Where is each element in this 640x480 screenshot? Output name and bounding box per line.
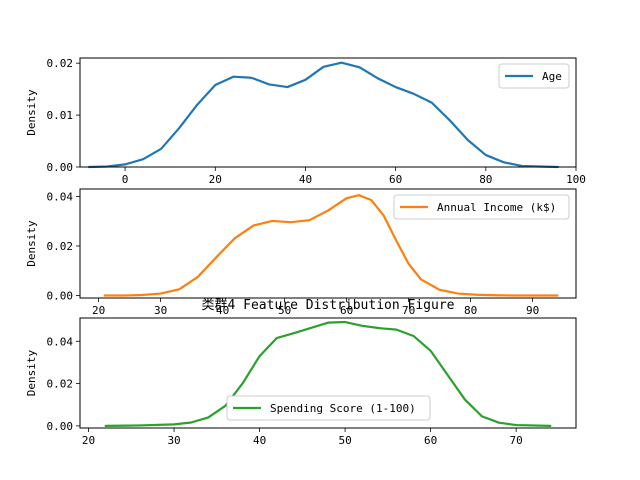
x-tick-label: 20 xyxy=(92,304,105,317)
subplot-1: 0 20 40 60 80 100 0.00 0.01 0.02 Density Age xyxy=(25,57,586,186)
x-tick-label: 60 xyxy=(340,304,353,317)
x-tick-label: 40 xyxy=(253,434,266,447)
series-line-1-1 xyxy=(87,61,560,169)
x-tick-label: 50 xyxy=(278,304,291,317)
y-axis-label: Density xyxy=(25,220,38,267)
legend-1: Age xyxy=(498,63,570,89)
y-tick-label: 0.00 xyxy=(47,290,74,303)
series-line-2-1 xyxy=(103,194,559,297)
x-tick-label: 90 xyxy=(526,304,539,317)
x-tick-label: 70 xyxy=(510,434,523,447)
legend-label: Spending Score (1-100) xyxy=(270,402,416,415)
x-tick-label: 100 xyxy=(566,173,586,186)
y-tick-label: 0.01 xyxy=(47,109,74,122)
plot-frame-3 xyxy=(79,317,577,429)
y-tick-label: 0.02 xyxy=(47,57,74,70)
chart-title: 类群4 Feature Distribution Figure xyxy=(202,298,455,313)
x-tick-label: 20 xyxy=(82,434,95,447)
legend-3: Spending Score (1-100) xyxy=(226,395,431,421)
y-tick-label: 0.04 xyxy=(47,335,74,348)
x-tick-label: 40 xyxy=(299,173,312,186)
legend-label: Age xyxy=(542,70,562,83)
x-tick-label: 50 xyxy=(338,434,351,447)
subplot-2: 20 30 40 50 60 70 80 90 0.00 0.02 0.04 Density Annua… xyxy=(25,188,577,317)
legend-box xyxy=(226,395,431,421)
legend-2: Annual Income (k$) xyxy=(393,194,570,220)
y-tick-label: 0.02 xyxy=(47,240,74,253)
legend-label: Annual Income (k$) xyxy=(437,201,556,214)
subplot-3: 20 30 40 50 60 70 0.00 0.02 0.04 Density Spending … xyxy=(25,317,577,447)
x-tick-label: 20 xyxy=(209,173,222,186)
y-tick-label: 0.00 xyxy=(47,420,74,433)
y-axis-label: Density xyxy=(25,349,38,396)
plot-frame-1 xyxy=(79,57,577,168)
y-tick-label: 0.04 xyxy=(47,190,74,203)
x-tick-label: 30 xyxy=(154,304,167,317)
x-tick-label: 60 xyxy=(389,173,402,186)
plot-frame-2 xyxy=(79,188,577,299)
x-tick-label: 80 xyxy=(479,173,492,186)
y-tick-label: 0.02 xyxy=(47,378,74,391)
legend-box xyxy=(393,194,570,220)
x-tick-label: 40 xyxy=(216,304,229,317)
y-axis-label: Density xyxy=(25,89,38,136)
x-tick-label: 70 xyxy=(402,304,415,317)
legend-box xyxy=(498,63,570,89)
series-line-3-1 xyxy=(104,320,552,427)
x-tick-label: 80 xyxy=(464,304,477,317)
x-tick-label: 0 xyxy=(122,173,129,186)
x-tick-label: 30 xyxy=(167,434,180,447)
y-tick-label: 0.00 xyxy=(47,161,74,174)
x-tick-label: 60 xyxy=(424,434,437,447)
